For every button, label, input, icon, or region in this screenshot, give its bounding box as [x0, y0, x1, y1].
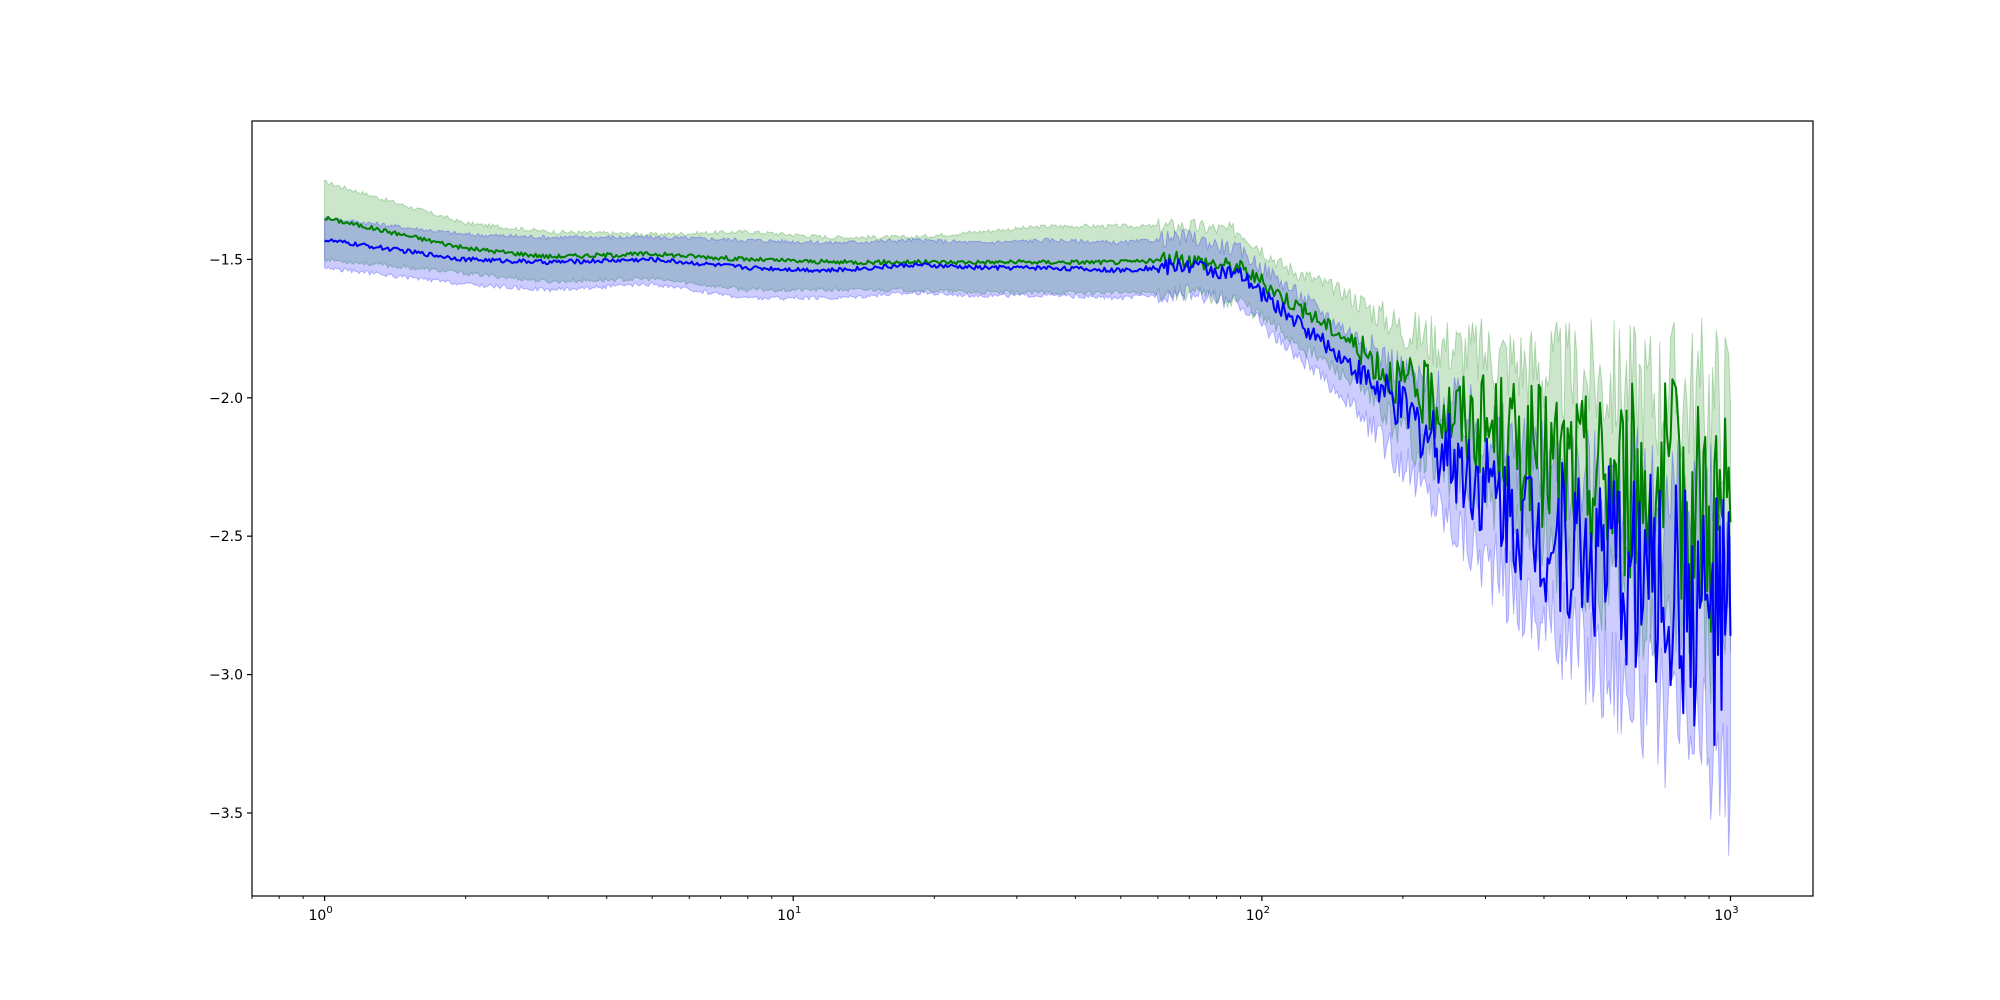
series-lines — [324, 215, 1732, 746]
series-2-band — [324, 215, 1731, 856]
x-tick-label-0: 100 — [308, 905, 332, 924]
series-1-band — [324, 179, 1731, 704]
y-tick-label-1: −2.0 — [209, 391, 243, 407]
y-tick-label-0: −1.5 — [209, 252, 243, 268]
y-tick-label-2: −2.5 — [209, 529, 243, 545]
x-axis-ticks: 100 101 102 103 — [251, 896, 1739, 924]
plot-area-frame — [251, 120, 1814, 897]
x-tick-label-2: 102 — [1246, 905, 1270, 924]
y-tick-label-3: −3.0 — [209, 668, 243, 684]
y-tick-label-4: −3.5 — [209, 806, 243, 822]
series-2-line — [324, 238, 1732, 746]
x-tick-label-1: 101 — [777, 905, 801, 924]
confidence-bands — [324, 179, 1731, 856]
x-tick-label-3: 103 — [1714, 905, 1738, 924]
series-1-line — [324, 215, 1732, 633]
y-axis-ticks: −1.5 −2.0 −2.5 −3.0 −3.5 — [209, 252, 252, 822]
